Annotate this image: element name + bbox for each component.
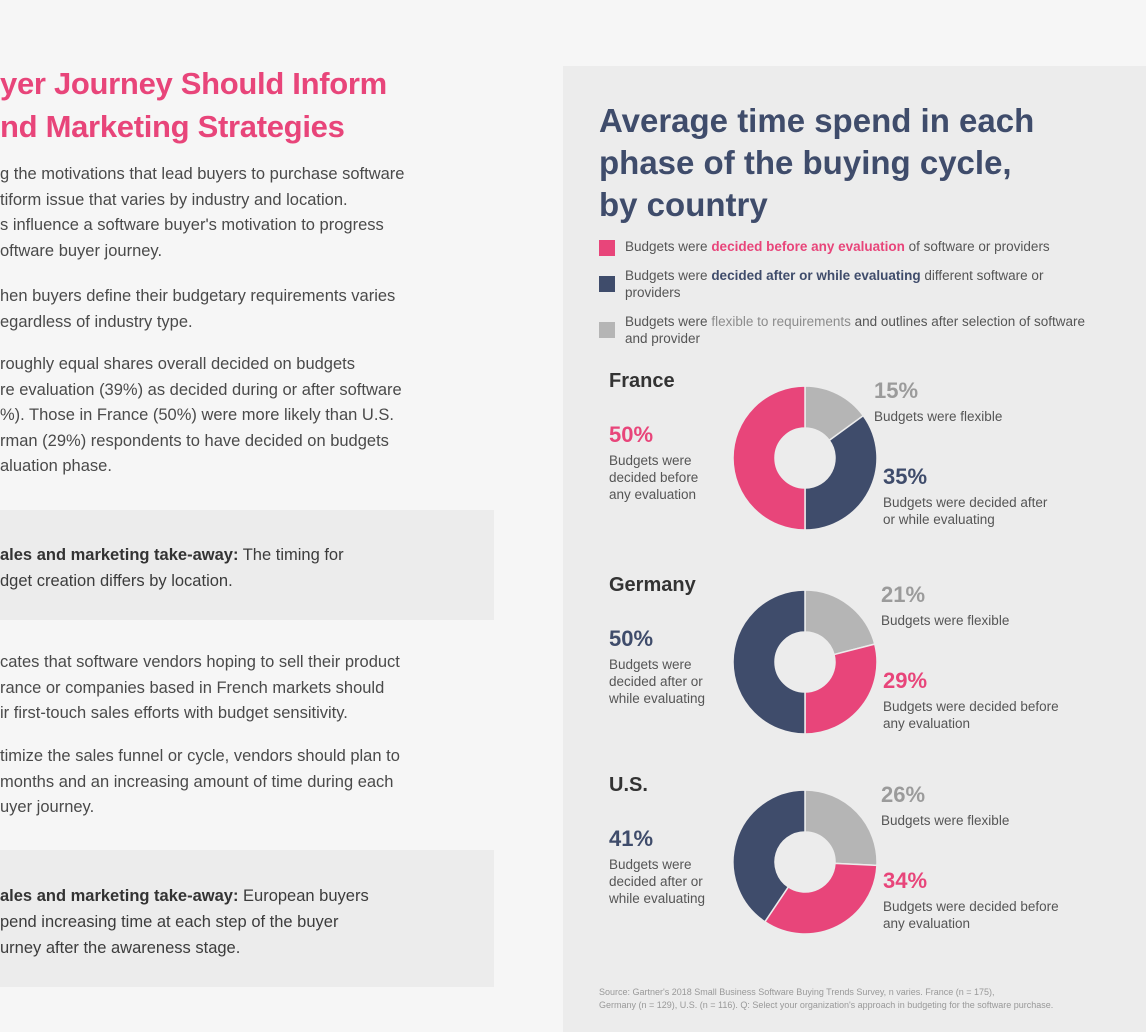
donut-slice-gray: [804, 590, 876, 656]
article-column: yer Journey Should Inform nd Marketing S…: [0, 0, 560, 1032]
big-percent-label: 50%: [609, 626, 654, 651]
donut-chart: [733, 790, 877, 934]
paragraph-vendors: cates that software vendors hoping to se…: [0, 653, 400, 722]
flexible-description: Budgets were flexible: [874, 409, 1003, 424]
donut-slice-pink: [733, 386, 806, 530]
legend-swatch-navy: [599, 276, 615, 292]
big-percent-description: Budgets were decided before any evaluation: [609, 453, 699, 502]
paragraph-budget-timing: hen buyers define their budgetary requir…: [0, 287, 396, 331]
legend-item-before: Budgets were decided before any evaluati…: [599, 238, 1139, 256]
takeaway-callout-2: ales and marketing take-away: European b…: [0, 850, 494, 987]
flexible-description: Budgets were flexible: [881, 813, 1010, 828]
chart-legend: Budgets were decided before any evaluati…: [599, 238, 1139, 347]
secondary-percent-label: 34%: [883, 868, 928, 893]
donut-slice-pink: [804, 643, 877, 734]
legend-swatch-gray: [599, 322, 615, 338]
secondary-percent-label: 29%: [883, 668, 928, 693]
secondary-description: Budgets were decided before any evaluatio…: [883, 699, 1059, 731]
flexible-percent-label: 21%: [881, 582, 926, 607]
flexible-percent-label: 15%: [874, 378, 919, 403]
donut-slice-navy: [733, 790, 806, 923]
donut-slice-navy: [804, 414, 877, 530]
paragraph-sales-funnel: timize the sales funnel or cycle, vendor…: [0, 747, 400, 816]
flexible-description: Budgets were flexible: [881, 613, 1010, 628]
country-name: U.S.: [609, 774, 648, 796]
donut-slice-pink: [763, 862, 877, 934]
donut-chart: [733, 590, 877, 734]
secondary-description: Budgets were decided before any evaluatio…: [883, 899, 1059, 931]
donut-chart: [733, 386, 877, 530]
chart-title: Average time spend in each phase of the b…: [599, 102, 1035, 223]
legend-item-flexible: Budgets were flexible to requirements an…: [599, 313, 1095, 347]
takeaway-callout-1: ales and marketing take-away: The timing…: [0, 510, 494, 620]
paragraph-shares: roughly equal shares overall decided on …: [0, 355, 402, 475]
article-headline: yer Journey Should Inform nd Marketing S…: [0, 66, 387, 144]
legend-swatch-pink: [599, 240, 615, 256]
secondary-description: Budgets were decided after or while evalu…: [883, 495, 1048, 527]
chart-panel: Average time spend in each phase of the b…: [563, 66, 1146, 1032]
paragraph-motivations: g the motivations that lead buyers to pu…: [0, 165, 405, 260]
donut-slice-gray: [804, 790, 877, 867]
legend-item-after: Budgets were decided after or while eval…: [599, 267, 1095, 301]
donut-slice-navy: [733, 590, 806, 734]
big-percent-description: Budgets were decided after or while evalua…: [609, 857, 706, 906]
country-name: Germany: [609, 574, 696, 596]
source-note: Source: Gartner's 2018 Small Business So…: [599, 987, 1054, 1010]
big-percent-label: 50%: [609, 422, 654, 447]
secondary-percent-label: 35%: [883, 464, 928, 489]
country-name: France: [609, 370, 675, 392]
big-percent-label: 41%: [609, 826, 654, 851]
big-percent-description: Budgets were decided after or while evalua…: [609, 657, 706, 706]
flexible-percent-label: 26%: [881, 782, 926, 807]
